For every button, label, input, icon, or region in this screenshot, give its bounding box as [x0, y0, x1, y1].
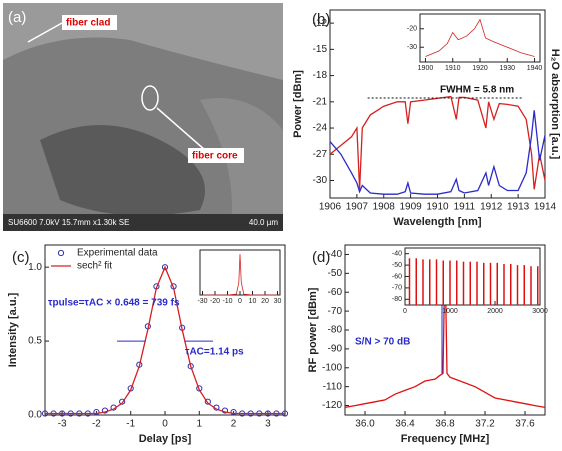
x-tick-label: -3	[58, 419, 67, 430]
y2-axis-label: H₂O absorption [a.u.]	[549, 49, 561, 160]
panel-label: (c)	[12, 249, 30, 266]
y-tick-label: -60	[328, 287, 343, 298]
y-tick-label: -50	[392, 262, 402, 269]
panel-label: (a)	[8, 9, 26, 26]
x-tick-label: 1940	[527, 65, 543, 72]
y-tick-label: -18	[313, 70, 328, 81]
y-axis-label: Power [dBm]	[292, 70, 304, 138]
x-tick-label: 10	[249, 298, 257, 305]
x-tick-label: 1911	[454, 202, 476, 213]
x-tick-label: 36.0	[355, 419, 375, 430]
y-tick-label: -70	[328, 306, 343, 317]
annotation: τpulse=τAC × 0.648 = 739 fs	[48, 298, 180, 309]
x-tick-label: 0	[162, 419, 168, 430]
y-tick-label: -100	[322, 362, 342, 373]
y-tick-label: 1.0	[28, 262, 42, 273]
x-tick-label: 1000	[442, 308, 458, 315]
x-tick-label: 1920	[472, 65, 488, 72]
y-tick-label: -24	[313, 123, 328, 134]
y-axis-label: Intensity [a.u.]	[7, 292, 19, 367]
y-axis-label: RF power [dBm]	[307, 287, 319, 372]
x-tick-label: -1	[126, 419, 135, 430]
sem-image: fiber clad fiber core SU6600 7.0kV 15.7m…	[3, 3, 283, 231]
x-tick-label: 36.4	[395, 419, 415, 430]
annotation: τAC=1.14 ps	[185, 347, 244, 358]
x-tick-label: 1906	[319, 202, 342, 213]
x-tick-label: 1910	[426, 202, 449, 213]
x-tick-label: -10	[222, 298, 232, 305]
y-tick-label: -27	[313, 149, 328, 160]
x-tick-label: 1912	[480, 202, 503, 213]
y-tick-label: -110	[323, 381, 343, 392]
x-axis-label: Wavelength [nm]	[393, 216, 482, 228]
x-tick-label: 1914	[534, 202, 557, 213]
y-tick-label: -30	[313, 175, 328, 186]
x-tick-label: 1908	[373, 202, 396, 213]
x-tick-label: 0	[238, 298, 242, 305]
x-tick-label: -2	[92, 419, 101, 430]
x-tick-label: 0	[403, 308, 407, 315]
y-tick-label: -20	[407, 26, 417, 33]
x-tick-label: 2000	[487, 308, 503, 315]
x-tick-label: 1930	[499, 65, 515, 72]
y-tick-label: -21	[313, 96, 328, 107]
y-tick-label: -90	[328, 344, 343, 355]
x-tick-label: 30	[274, 298, 282, 305]
y-tick-label: 0.0	[28, 410, 42, 421]
image-annotation: fiber core	[192, 151, 238, 162]
y-tick-label: -30	[407, 44, 417, 51]
y-tick-label: -15	[313, 44, 328, 55]
x-tick-label: 3	[265, 419, 271, 430]
x-tick-label: 1913	[507, 202, 530, 213]
x-tick-label: 20	[261, 298, 269, 305]
x-tick-label: 37.2	[475, 419, 495, 430]
panel-label: (d)	[312, 249, 330, 266]
x-tick-label: 1907	[346, 202, 369, 213]
x-tick-label: -30	[197, 298, 207, 305]
legend-label: sech² fit	[77, 261, 112, 272]
x-tick-label: 1909	[400, 202, 423, 213]
x-tick-label: 1910	[445, 65, 461, 72]
x-tick-label: 1	[197, 419, 203, 430]
plot-frame	[420, 14, 540, 62]
x-axis-label: Delay [ps]	[139, 433, 192, 445]
figure: fiber clad fiber core SU6600 7.0kV 15.7m…	[0, 0, 562, 451]
image-caption: SU6600 7.0kV 15.7mm x1.30k SE	[8, 218, 129, 227]
y-tick-label: -80	[328, 325, 343, 336]
y-tick-label: -50	[328, 268, 343, 279]
scale-bar-label: 40.0 µm	[249, 218, 278, 227]
x-tick-label: 1900	[418, 65, 434, 72]
y-tick-label: -70	[392, 285, 402, 292]
y-tick-label: -40	[392, 251, 402, 258]
y-tick-label: -80	[392, 296, 402, 303]
y-tick-label: 0.5	[28, 336, 42, 347]
x-tick-label: 3000	[532, 308, 548, 315]
x-tick-label: 36.8	[435, 419, 455, 430]
x-tick-label: 2	[231, 419, 237, 430]
plot-frame	[405, 248, 540, 305]
image-annotation: fiber clad	[66, 18, 110, 29]
x-tick-label: 37.6	[515, 419, 535, 430]
legend-label: Experimental data	[77, 248, 158, 259]
panel-label: (b)	[312, 11, 330, 28]
y-tick-label: -120	[322, 400, 342, 411]
x-tick-label: -20	[210, 298, 220, 305]
y-tick-label: -60	[392, 273, 402, 280]
annotation: FWHM = 5.8 nm	[440, 85, 514, 96]
annotation: S/N > 70 dB	[355, 337, 410, 348]
x-axis-label: Frequency [MHz]	[401, 433, 490, 445]
